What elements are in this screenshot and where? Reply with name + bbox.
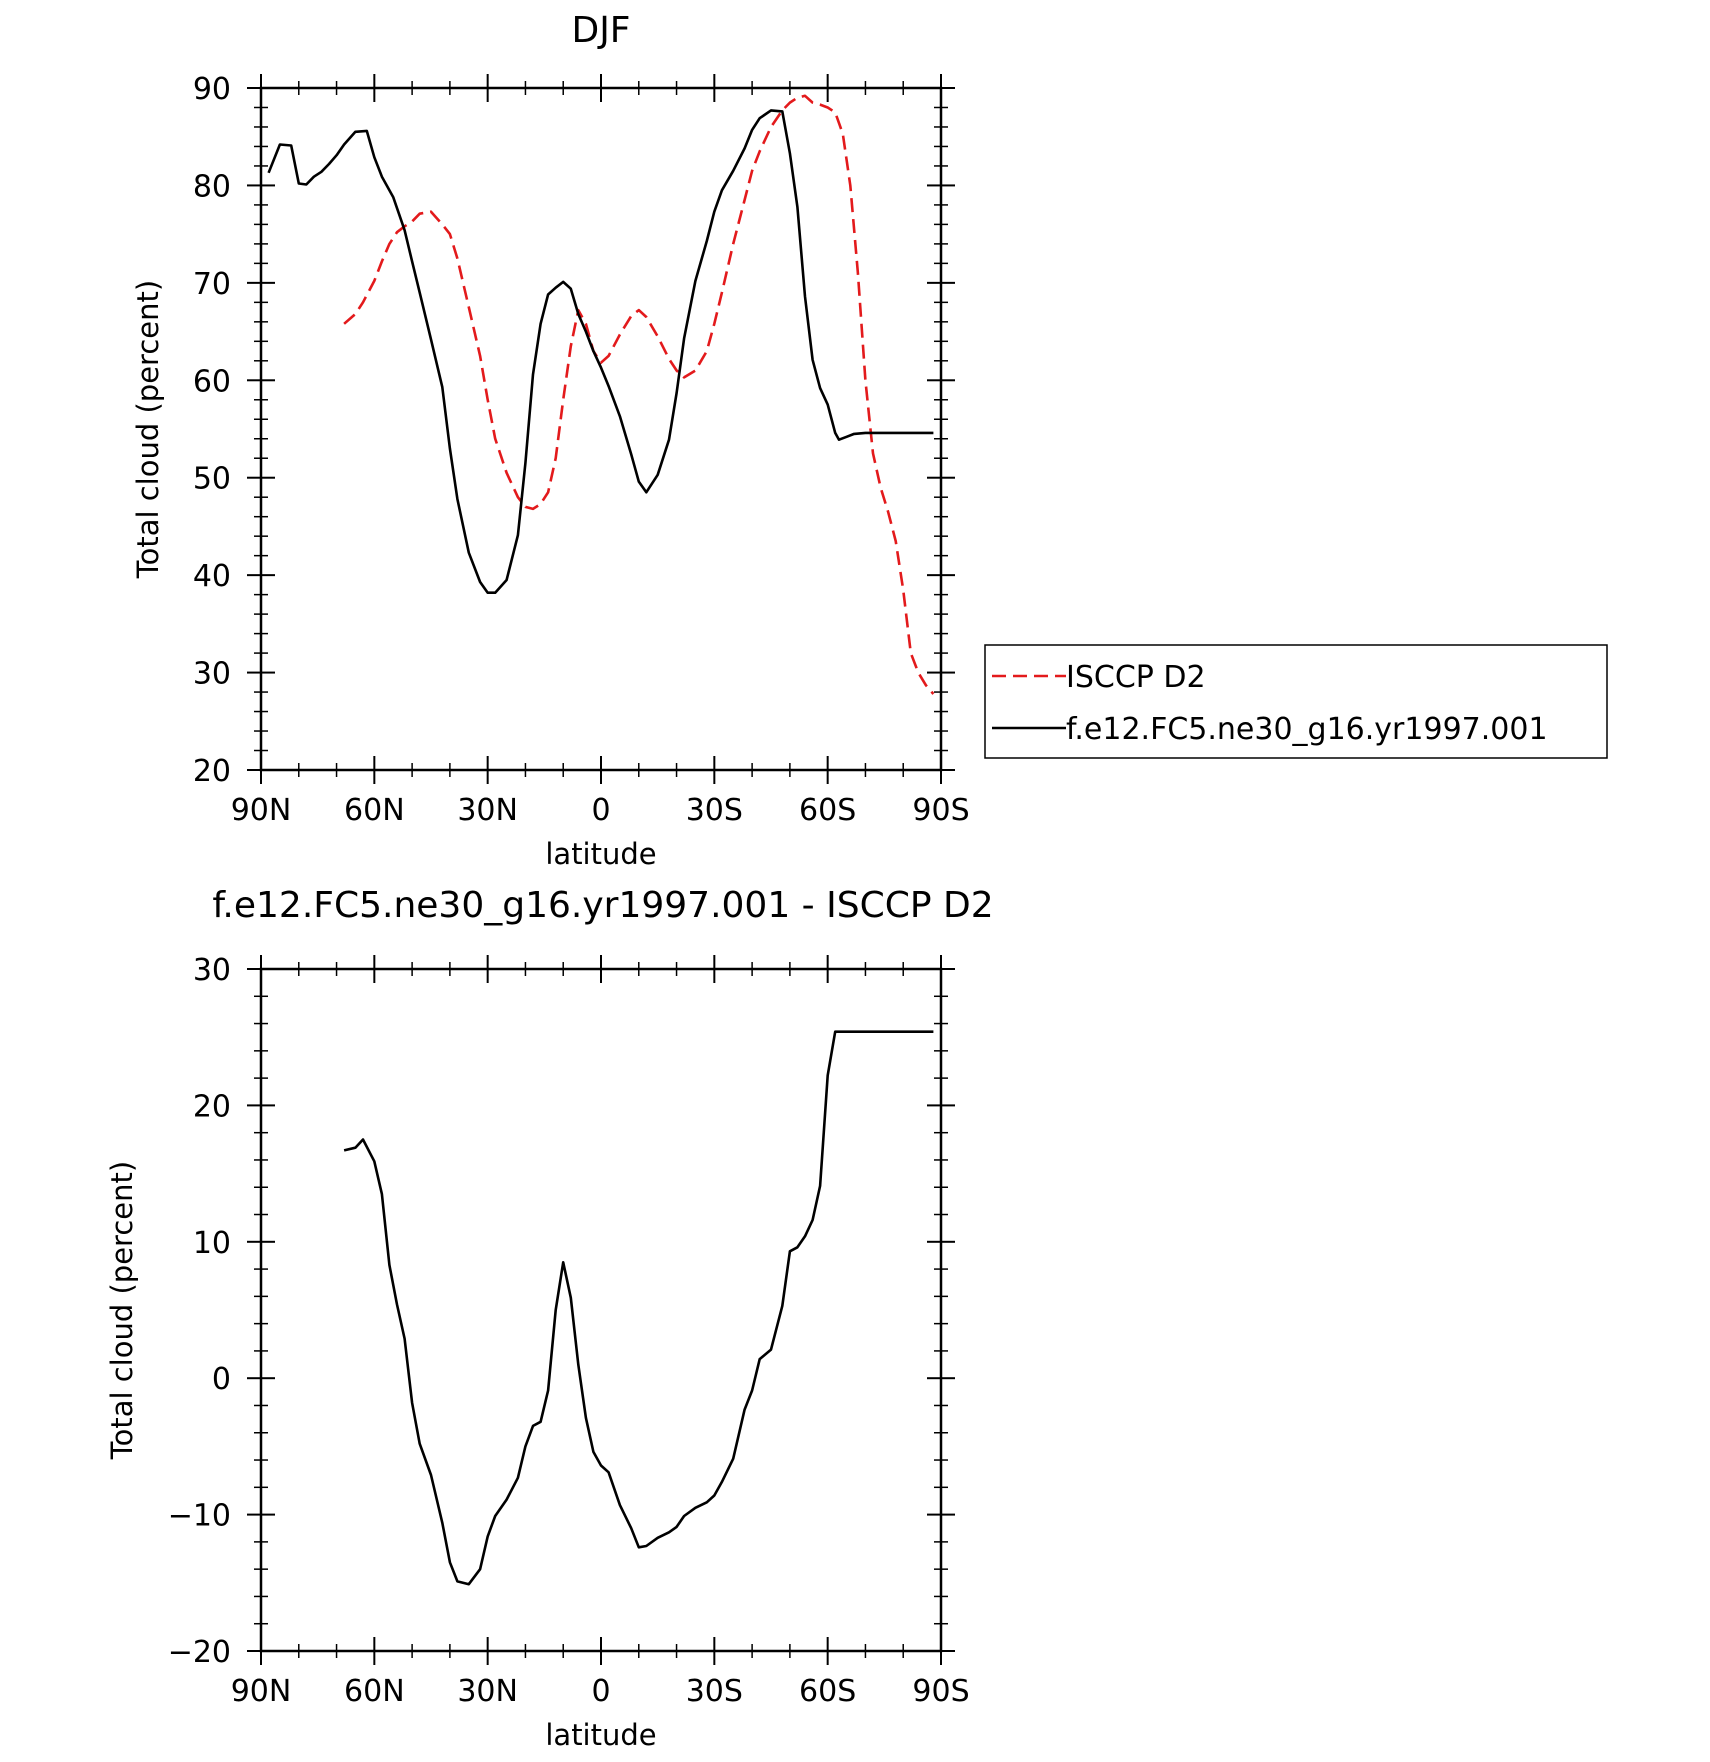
legend-label-model: f.e12.FC5.ne30_g16.yr1997.001: [1066, 712, 1548, 747]
y-tick-label: 20: [193, 1089, 231, 1124]
plot-area: 90N 60N 30N 0 30S 60S 90S 20 30 40 50 60 70 80 90: [193, 72, 970, 828]
x-tick-label: 30N: [457, 1674, 518, 1709]
chart-title: f.e12.FC5.ne30_g16.yr1997.001 - ISCCP D2: [212, 885, 993, 926]
x-tick-label: 60S: [799, 793, 856, 828]
y-tick-label: −20: [168, 1635, 231, 1670]
y-tick-label: 90: [193, 72, 231, 107]
x-tick-label: 90S: [912, 793, 969, 828]
x-tick-label: 60N: [344, 793, 405, 828]
y-tick-label: 40: [193, 559, 231, 594]
x-tick-label: 60N: [344, 1674, 405, 1709]
y-tick-label: 30: [193, 953, 231, 988]
y-tick-label: 70: [193, 267, 231, 302]
y-tick-label: 80: [193, 169, 231, 204]
y-tick-label: 10: [193, 1226, 231, 1261]
y-tick-label: −10: [168, 1499, 231, 1534]
series-line-0: [343, 1030, 934, 1586]
y-axis-label: Total cloud (percent): [105, 1161, 139, 1460]
plot-frame: [259, 967, 943, 1653]
x-tick-label: 0: [591, 793, 610, 828]
y-tick-label: 60: [193, 364, 231, 399]
plot-area: 90N 60N 30N 0 30S 60S 90S −20 −10 0 10 20 30: [168, 953, 970, 1709]
y-axis-label: Total cloud (percent): [131, 280, 165, 579]
panel-djf: DJF 90N 60N 30N 0 30S 60S 90S2030405060708090 …: [131, 10, 1608, 871]
legend: ISCCP D2 f.e12.FC5.ne30_g16.yr1997.001: [984, 644, 1608, 759]
x-axis-label: latitude: [545, 837, 656, 871]
legend-label-isccp: ISCCP D2: [1066, 660, 1206, 695]
series-line-0: [343, 94, 935, 695]
y-tick-label: 20: [193, 754, 231, 789]
x-tick-label: 30S: [686, 1674, 743, 1709]
x-tick-label: 0: [591, 1674, 610, 1709]
x-axis-label: latitude: [545, 1718, 656, 1752]
x-tick-label: 90N: [231, 1674, 292, 1709]
x-tick-label: 30S: [686, 793, 743, 828]
chart-title: DJF: [571, 10, 630, 51]
legend-box: [984, 644, 1608, 759]
y-tick-label: 50: [193, 462, 231, 497]
x-tick-label: 90S: [912, 1674, 969, 1709]
panel-difference: f.e12.FC5.ne30_g16.yr1997.001 - ISCCP D2…: [105, 885, 994, 1752]
y-tick-label: 0: [212, 1362, 231, 1397]
x-tick-label: 90N: [231, 793, 292, 828]
plot-frame: [259, 86, 943, 772]
series-line-1: [267, 109, 934, 595]
y-tick-label: 30: [193, 657, 231, 692]
x-tick-label: 60S: [799, 1674, 856, 1709]
x-tick-label: 30N: [457, 793, 518, 828]
